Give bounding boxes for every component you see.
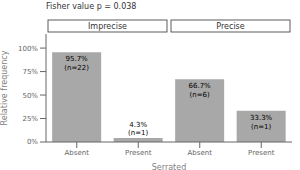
svg-text:100%: 100% [18, 45, 38, 53]
svg-text:75%: 75% [22, 68, 38, 76]
svg-text:Absent: Absent [65, 149, 90, 157]
svg-text:Relative frequency: Relative frequency [8, 50, 9, 125]
svg-text:Imprecise: Imprecise [88, 22, 127, 31]
svg-text:Present: Present [125, 149, 152, 157]
svg-text:Present: Present [248, 149, 275, 157]
svg-text:95.7%(n=22): 95.7%(n=22) [64, 55, 89, 72]
svg-text:Precise: Precise [216, 22, 245, 31]
svg-text:25%: 25% [22, 115, 38, 123]
svg-text:4.3%(n=1): 4.3%(n=1) [128, 121, 148, 137]
svg-text:Absent: Absent [188, 149, 213, 157]
svg-text:33.3%(n=1): 33.3%(n=1) [250, 114, 273, 131]
svg-text:0%: 0% [27, 138, 38, 146]
html-text:Fisher value p = 0.038: Fisher value p = 0.038 [46, 2, 137, 11]
svg-text:50%: 50% [22, 92, 38, 100]
svg-text:66.7%(n=6): 66.7%(n=6) [189, 82, 212, 99]
svg-text:Serrated: Serrated [152, 163, 186, 170]
